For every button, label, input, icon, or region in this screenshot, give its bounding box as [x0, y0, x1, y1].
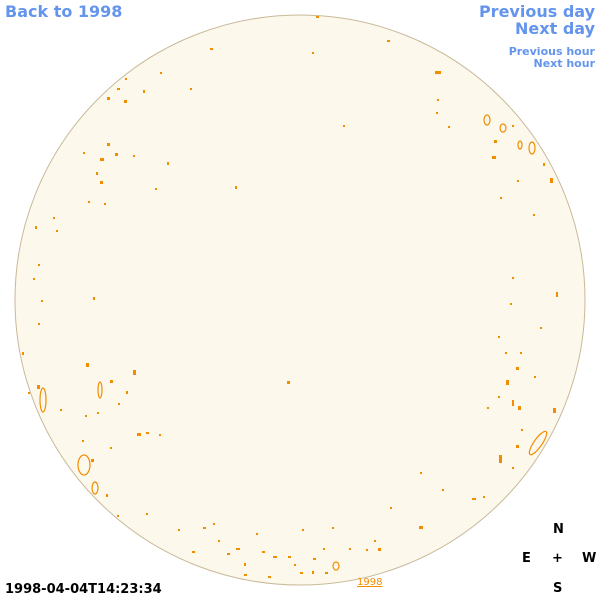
previous-hour-link[interactable]: Previous hour [508, 45, 595, 58]
year-link[interactable]: 1998 [357, 577, 383, 588]
next-day-link[interactable]: Next day [515, 19, 595, 38]
compass-east: E [522, 551, 531, 566]
active-regions [22, 16, 558, 578]
compass-center: + [552, 551, 563, 566]
timestamp: 1998-04-04T14:23:34 [5, 582, 162, 597]
compass-north: N [553, 522, 564, 537]
solar-disk [14, 14, 586, 586]
compass-west: W [582, 551, 597, 566]
compass-south: S [553, 581, 563, 596]
back-link[interactable]: Back to 1998 [5, 2, 123, 21]
previous-day-link[interactable]: Previous day [478, 2, 595, 21]
next-hour-link[interactable]: Next hour [533, 57, 596, 70]
